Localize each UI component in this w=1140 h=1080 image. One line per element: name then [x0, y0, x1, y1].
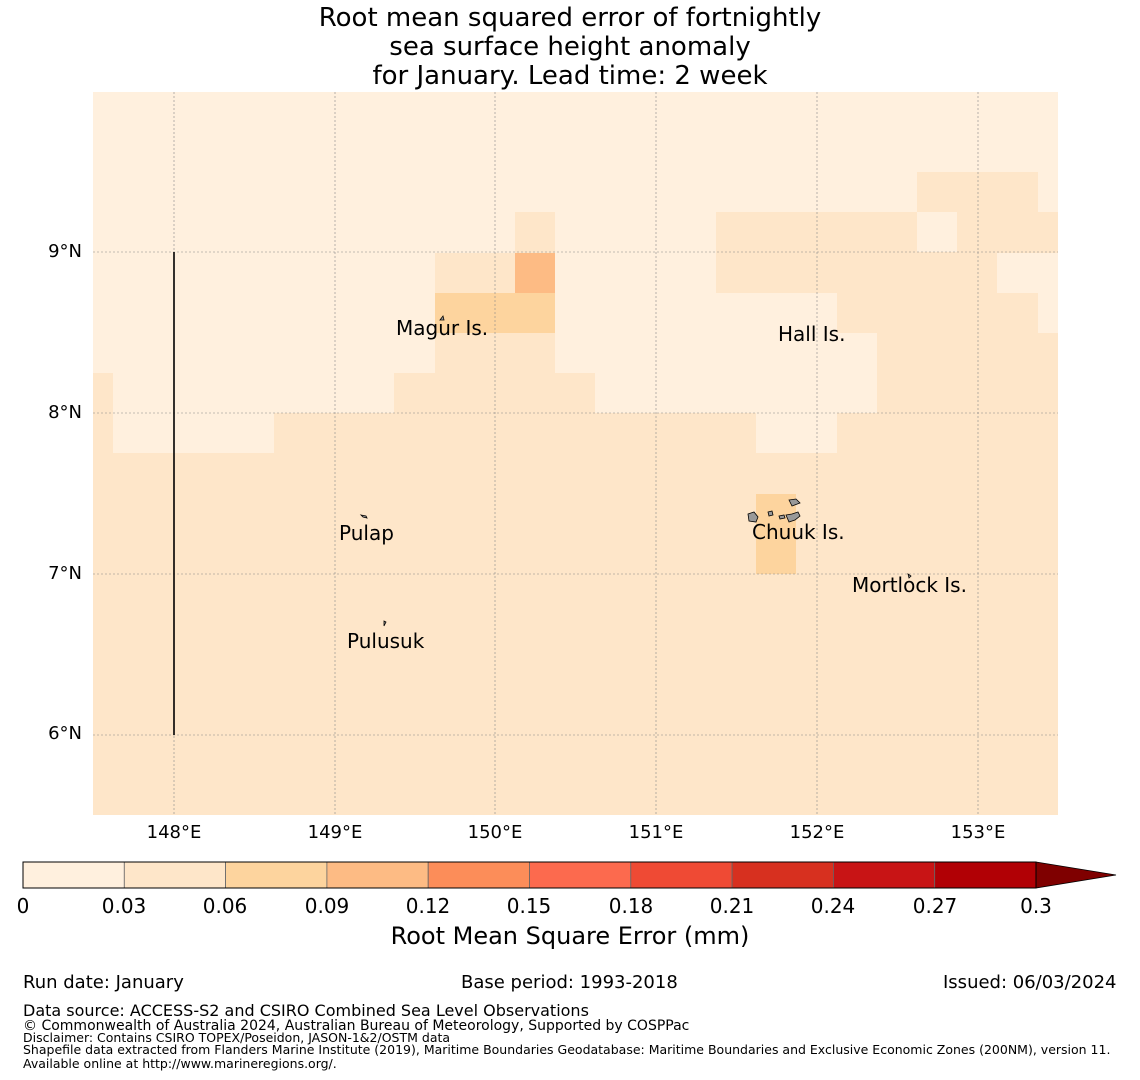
colorbar-segment	[934, 861, 1037, 889]
lat-label-6n: 6°N	[48, 723, 82, 744]
colorbar-tick-label: 0.24	[810, 894, 856, 918]
island-shapes	[359, 315, 912, 627]
colorbar-tick-label: 0.27	[912, 894, 958, 918]
colorbar-segment	[427, 861, 530, 889]
lon-label-152e: 152°E	[789, 822, 845, 843]
colorbar-tick-label: 0.03	[101, 894, 147, 918]
title-line-3: for January. Lead time: 2 week	[372, 61, 768, 91]
place-label-pulap: Pulap	[339, 521, 394, 545]
title-line-1: Root mean squared error of fortnightly	[318, 3, 822, 33]
lon-label-148e: 148°E	[146, 822, 202, 843]
high-error-cell	[515, 253, 555, 293]
colorbar-outline	[22, 861, 1037, 889]
place-label-mortlock: Mortlock Is.	[852, 573, 967, 597]
issued-date: Issued: 06/03/2024	[943, 972, 1117, 993]
colorbar	[22, 861, 1117, 889]
base-period: Base period: 1993-2018	[461, 972, 678, 993]
colorbar-tick-label: 0	[16, 894, 30, 918]
data-source: Data source: ACCESS-S2 and CSIRO Combine…	[23, 1001, 589, 1020]
lon-label-153e: 153°E	[950, 822, 1006, 843]
copyright: © Commonwealth of Australia 2024, Austra…	[23, 1018, 690, 1034]
colorbar-segment	[731, 861, 834, 889]
colorbar-segment	[22, 861, 125, 889]
moderate-error-cell	[756, 494, 796, 574]
shapefile-credit: Shapefile data extracted from Flanders M…	[23, 1042, 1111, 1071]
colorbar-segment	[833, 861, 936, 889]
colorbar-extend-arrow	[1035, 861, 1117, 889]
colorbar-title: Root Mean Square Error (mm)	[390, 922, 750, 950]
colorbar-segment	[630, 861, 733, 889]
colorbar-tick-label: 0.06	[202, 894, 248, 918]
colorbar-tick-label: 0.15	[506, 894, 552, 918]
lon-label-150e: 150°E	[467, 822, 523, 843]
place-label-pulusuk: Pulusuk	[347, 629, 425, 653]
lat-label-8n: 8°N	[48, 402, 82, 423]
low-error-region	[93, 92, 1058, 453]
title-line-2: sea surface height anomaly	[389, 32, 751, 62]
disclaimer: Disclaimer: Contains CSIRO TOPEX/Poseido…	[23, 1030, 451, 1045]
low-error-cell	[1038, 293, 1058, 333]
colorbar-segment	[529, 861, 632, 889]
colorbar-tick-label: 0.18	[608, 894, 654, 918]
colorbar-segment	[326, 861, 429, 889]
colorbar-tick-label: 0.12	[405, 894, 451, 918]
lat-label-7n: 7°N	[48, 563, 82, 584]
lon-label-149e: 149°E	[307, 822, 363, 843]
low-error-cell	[917, 212, 957, 252]
colorbar-tick-label: 0.21	[709, 894, 755, 918]
colorbar-tick-label: 0.09	[304, 894, 350, 918]
lat-label-9n: 9°N	[48, 241, 82, 262]
place-label-magur: Magur Is.	[396, 316, 489, 340]
low-error-cell	[997, 253, 1058, 293]
run-date: Run date: January	[23, 972, 184, 993]
colorbar-segment	[225, 861, 328, 889]
lon-label-151e: 151°E	[628, 822, 684, 843]
colorbar-tick-label: 0.3	[1020, 894, 1052, 918]
colorbar-segment	[123, 861, 227, 889]
place-label-chuuk: Chuuk Is.	[752, 520, 845, 544]
place-label-hall: Hall Is.	[778, 322, 846, 346]
